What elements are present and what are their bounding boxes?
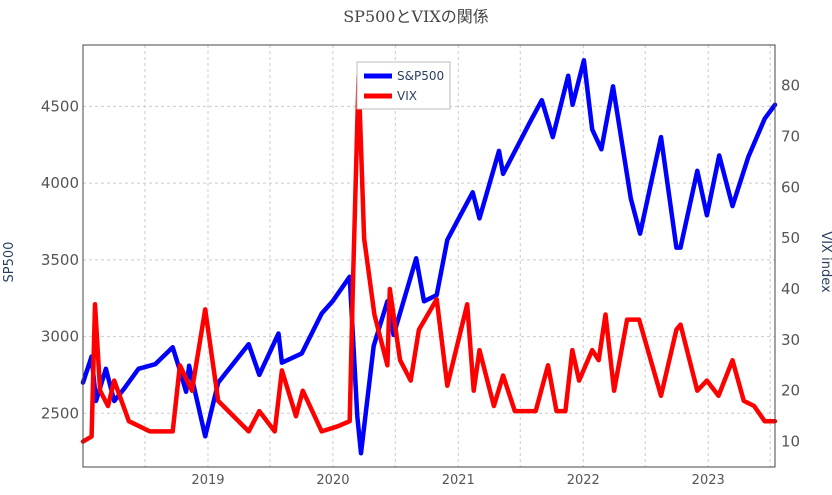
right-tick-label: 80	[781, 77, 800, 95]
right-y-axis: 10 20 30 40 50 60 70 80	[781, 77, 800, 451]
right-tick-label: 70	[781, 128, 800, 146]
legend: S&P500 VIX	[356, 61, 451, 110]
right-tick-label: 20	[781, 382, 800, 400]
series-line-vix	[80, 73, 778, 444]
chart-title: SP500とVIXの関係	[343, 7, 489, 26]
grid-layer	[83, 45, 775, 467]
left-tick-label: 2500	[41, 404, 79, 422]
left-y-axis: 2500 3000 3500 4000 4500	[41, 97, 79, 422]
left-tick-label: 3500	[41, 251, 79, 269]
right-tick-label: 10	[781, 433, 800, 451]
left-tick-label: 3000	[41, 328, 79, 346]
x-axis: 2019 2020 2021 2022 2023	[191, 473, 724, 488]
x-tick-label: 2020	[316, 473, 349, 488]
x-tick-label: 2023	[692, 473, 725, 488]
x-tick-label: 2021	[442, 473, 475, 488]
series-line-sp500	[80, 58, 778, 456]
right-tick-label: 30	[781, 331, 800, 349]
series-layer	[80, 58, 778, 456]
right-axis-label: VIX index	[818, 231, 832, 293]
legend-label-sp500: S&P500	[397, 69, 444, 83]
x-tick-label: 2022	[567, 473, 600, 488]
legend-label-vix: VIX	[397, 89, 417, 103]
right-tick-label: 50	[781, 229, 800, 247]
plot-area-border	[82, 44, 776, 468]
right-tick-label: 40	[781, 280, 800, 298]
legend-box	[356, 61, 451, 110]
left-tick-label: 4000	[41, 174, 79, 192]
x-tick-label: 2019	[191, 473, 224, 488]
left-axis-label: SP500	[2, 242, 17, 283]
left-tick-label: 4500	[41, 97, 79, 115]
right-tick-label: 60	[781, 178, 800, 196]
